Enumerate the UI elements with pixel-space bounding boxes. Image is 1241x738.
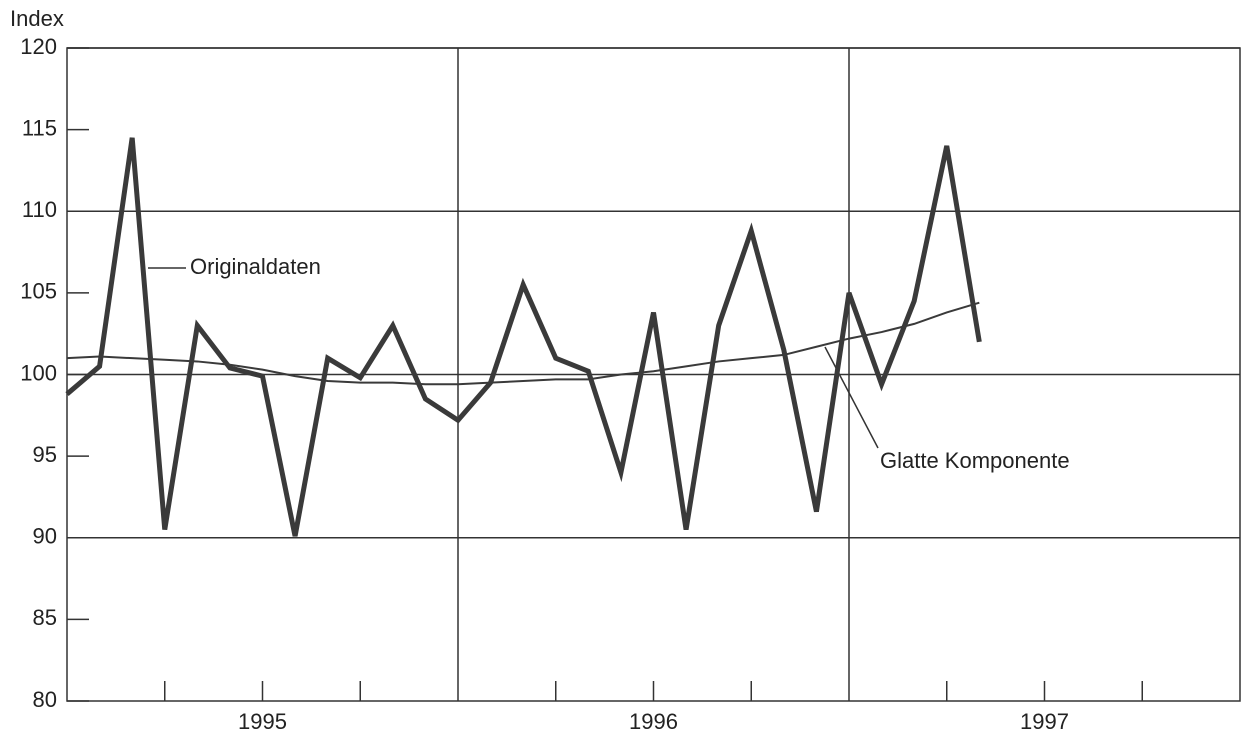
y-tick-label: 110 <box>22 197 57 222</box>
y-tick-label: 90 <box>33 524 57 549</box>
annotation-leader <box>824 346 879 449</box>
y-tick-label: 85 <box>33 605 57 630</box>
series-line <box>65 137 982 537</box>
y-tick-label: 100 <box>20 360 57 385</box>
y-tick-label: 95 <box>33 442 57 467</box>
series-line <box>66 301 980 386</box>
y-tick-label: 115 <box>22 115 57 140</box>
y-axis-label: Index <box>10 6 64 31</box>
y-tick-label: 120 <box>20 34 57 59</box>
annotation: Originaldaten <box>190 254 321 279</box>
y-tick-label: 80 <box>33 687 57 712</box>
x-tick-label: 1997 <box>1020 709 1069 734</box>
annotation: Glatte Komponente <box>880 448 1070 473</box>
x-tick-label: 1996 <box>629 709 678 734</box>
y-tick-label: 105 <box>20 279 57 304</box>
x-tick-label: 1995 <box>238 709 287 734</box>
